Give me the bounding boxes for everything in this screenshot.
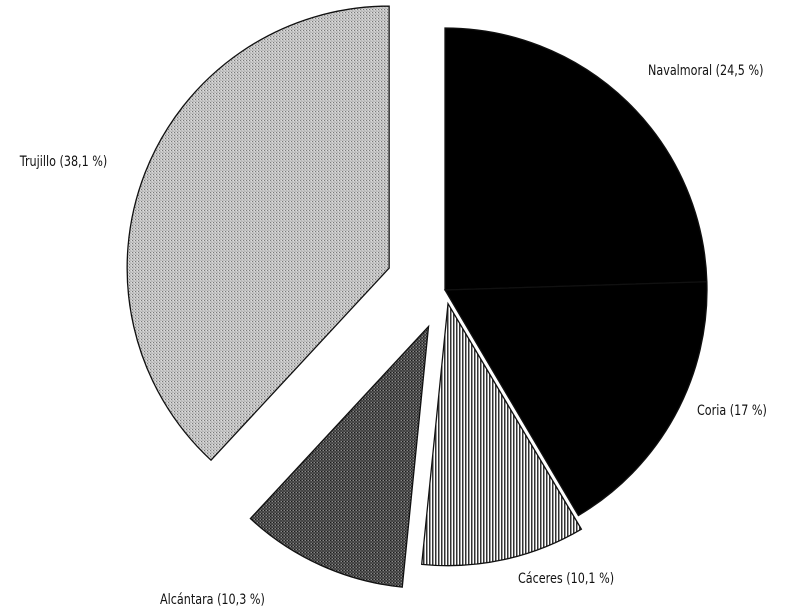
pie-labels: Navalmoral (24,5 %) Coria (17 %) Cáceres (… — [19, 62, 767, 608]
pie-slice-trujillo — [126, 5, 390, 462]
pie-slices — [126, 5, 708, 588]
pie-slice-alcantara — [249, 324, 430, 588]
pie-label-trujillo: Trujillo (38,1 %) — [19, 153, 107, 170]
pie-slice-caceres — [421, 301, 583, 567]
pie-slice-coria — [443, 281, 708, 517]
pie-label-navalmoral: Navalmoral (24,5 %) — [648, 62, 763, 79]
pie-label-coria: Coria (17 %) — [697, 402, 767, 419]
pie-label-caceres: Cáceres (10,1 %) — [518, 570, 614, 587]
pie-label-alcantara: Alcántara (10,3 %) — [160, 591, 265, 608]
pie-slice-navalmoral — [444, 27, 708, 291]
